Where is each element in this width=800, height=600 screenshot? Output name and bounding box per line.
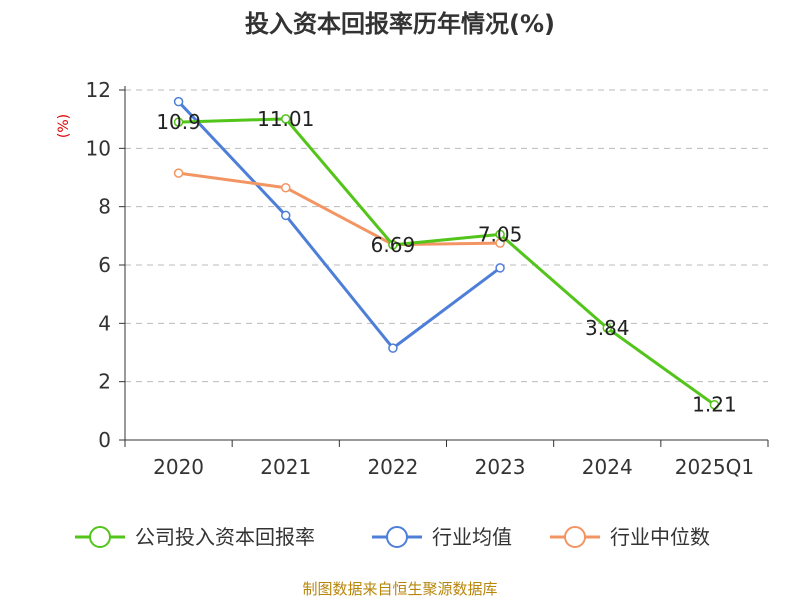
x-tick-label: 2025Q1 xyxy=(675,455,754,479)
x-tick-label: 2020 xyxy=(153,455,204,479)
data-point xyxy=(602,323,612,333)
data-label: 3.84 xyxy=(585,316,630,340)
axes xyxy=(119,86,769,447)
data-point xyxy=(281,210,291,221)
data-label: 6.69 xyxy=(371,233,416,257)
data-labels: 10.9 11.01 6.69 7.05 3.84 1.21 xyxy=(156,107,736,417)
data-point xyxy=(173,117,184,127)
data-point xyxy=(495,229,505,240)
y-tick-label: 10 xyxy=(86,136,111,160)
data-point xyxy=(495,263,505,273)
data-label: 7.05 xyxy=(478,222,523,246)
data-point xyxy=(388,240,398,250)
chart-title: 投入资本回报率历年情况(%) xyxy=(245,10,555,38)
grid-lines xyxy=(125,89,768,383)
legend-label: 行业中位数 xyxy=(610,525,710,549)
x-tick-labels: 2020 2021 2022 2023 2024 2025Q1 xyxy=(153,455,754,479)
x-tick-label: 2021 xyxy=(260,455,311,479)
y-tick-label: 2 xyxy=(98,370,111,394)
y-tick-labels: 0 2 4 6 8 10 12 xyxy=(86,78,111,452)
y-tick-label: 6 xyxy=(98,253,111,277)
data-label: 10.9 xyxy=(156,110,201,134)
series-line xyxy=(177,100,501,350)
source-note: 制图数据来自恒生聚源数据库 xyxy=(302,580,497,598)
data-label: 11.01 xyxy=(257,107,314,131)
data-point xyxy=(281,114,291,124)
data-point xyxy=(388,343,398,353)
y-tick-label: 4 xyxy=(98,311,111,335)
legend-swatch-marker xyxy=(89,526,111,548)
data-point xyxy=(173,168,184,178)
data-point xyxy=(281,182,291,193)
legend: 公司投入资本回报率 行业均值 行业中位数 xyxy=(75,525,710,549)
y-tick-label: 0 xyxy=(98,428,111,452)
legend-label: 行业均值 xyxy=(432,525,512,549)
legend-swatch-marker xyxy=(386,526,408,548)
legend-swatch-marker xyxy=(564,526,586,548)
y-axis-label: (%) xyxy=(56,114,72,138)
data-point xyxy=(173,96,184,107)
x-tick-label: 2024 xyxy=(582,455,633,479)
series-line xyxy=(178,171,501,247)
data-label: 1.21 xyxy=(692,393,737,417)
series-line xyxy=(178,117,716,406)
data-point xyxy=(709,399,720,410)
x-tick-label: 2022 xyxy=(367,455,418,479)
y-tick-label: 8 xyxy=(98,195,111,219)
legend-label: 公司投入资本回报率 xyxy=(135,525,315,549)
y-tick-label: 12 xyxy=(86,78,111,102)
series-group xyxy=(173,96,720,410)
x-tick-label: 2023 xyxy=(475,455,526,479)
